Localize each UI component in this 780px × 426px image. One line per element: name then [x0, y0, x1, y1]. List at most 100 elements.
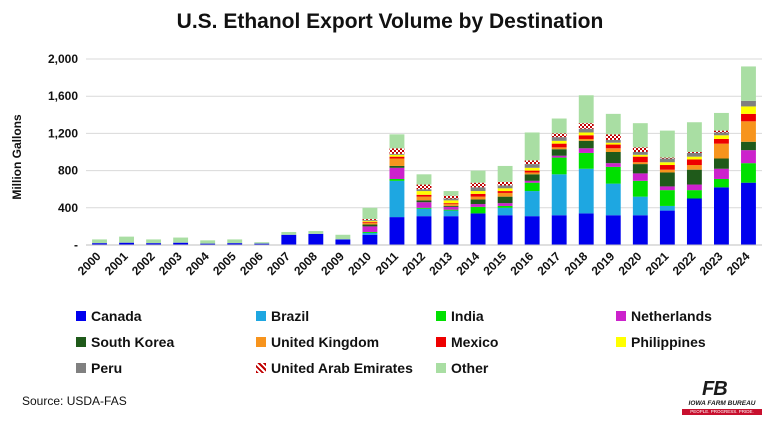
bar-segment: [659, 157, 675, 159]
bar-segment: [524, 172, 540, 175]
bar-segment: [686, 169, 702, 185]
bar-segment: [632, 196, 648, 216]
x-tick-label: 2024: [724, 249, 753, 278]
bar-segment: [632, 164, 648, 174]
bar-segment: [389, 153, 405, 155]
bar-segment: [200, 243, 216, 245]
bar-segment: [443, 210, 459, 217]
x-tick-label: 2010: [345, 249, 374, 278]
bar-segment: [92, 243, 107, 245]
bar-segment: [551, 155, 567, 158]
bar-segment: [524, 180, 540, 183]
bar-segment: [443, 205, 459, 207]
bar-segment: [173, 242, 189, 245]
bar-segment: [659, 162, 675, 166]
bar-segment: [200, 240, 216, 244]
bar-segment: [714, 112, 729, 131]
bar-segment: [335, 234, 351, 240]
x-tick-label: 2011: [373, 249, 402, 278]
bar-segment: [389, 180, 405, 218]
x-tick-label: 2019: [589, 249, 618, 278]
bar-segment: [119, 242, 134, 245]
bar-segment: [632, 152, 648, 155]
bar-segment: [714, 178, 729, 188]
bar-segment: [281, 231, 297, 235]
bar-segment: [389, 156, 405, 159]
bar-segment: [416, 191, 432, 195]
x-tick-label: 2017: [535, 249, 564, 278]
bar-segment: [659, 205, 675, 211]
bar-segment: [443, 203, 459, 205]
bar-segment: [551, 133, 567, 138]
bar-segment: [497, 192, 513, 197]
bar-segment: [281, 234, 297, 245]
bar-segment: [497, 203, 513, 206]
bar-segment: [605, 152, 621, 164]
bar-segment: [632, 123, 648, 148]
bar-segment: [362, 232, 378, 235]
bar-segment: [659, 158, 675, 163]
y-tick-label: 400: [58, 201, 78, 215]
bar-segment: [470, 182, 486, 188]
bar-segment: [497, 181, 513, 186]
bar-segment: [416, 200, 432, 203]
bar-segment: [605, 148, 621, 152]
bar-segment: [551, 147, 567, 150]
bar-segment: [686, 156, 702, 160]
x-tick-label: 2018: [562, 249, 591, 278]
bar-segment: [362, 222, 378, 225]
bar-segment: [497, 188, 513, 192]
bar-segment: [714, 143, 729, 159]
bar-segment: [173, 237, 189, 243]
bar-segment: [714, 138, 729, 144]
bar-segment: [686, 165, 702, 170]
bar-segment: [443, 195, 459, 199]
x-tick-label: 2004: [183, 249, 212, 278]
bar-segment: [146, 239, 162, 244]
bar-segment: [443, 198, 459, 201]
bar-segment: [416, 189, 432, 192]
bar-segment: [551, 118, 567, 134]
bar-segment: [146, 243, 162, 245]
bar-segment: [605, 113, 621, 135]
bar-segment: [308, 231, 324, 234]
bar-segment: [714, 158, 729, 169]
bar-segment: [686, 152, 702, 153]
bar-segment: [416, 202, 432, 208]
bar-segment: [659, 165, 675, 170]
bar-segment: [741, 113, 756, 122]
x-tick-label: 2012: [399, 249, 428, 278]
bar-segment: [632, 147, 648, 152]
bar-segment: [551, 140, 567, 144]
bar-segment: [741, 163, 756, 183]
bar-segment: [362, 224, 378, 227]
bar-segment: [632, 180, 648, 197]
y-tick-label: 1,600: [48, 89, 78, 103]
bar-segment: [227, 243, 243, 245]
bar-segment: [524, 182, 540, 192]
bar-segment: [605, 134, 621, 140]
x-tick-label: 2003: [156, 249, 185, 278]
logo-text: IOWA FARM BUREAU: [688, 400, 756, 407]
bar-segment: [659, 190, 675, 206]
bar-segment: [524, 167, 540, 171]
bar-segment: [497, 196, 513, 204]
bar-segment: [443, 204, 459, 206]
bar-segment: [335, 239, 351, 245]
y-tick-label: -: [74, 238, 78, 252]
bar-segment: [578, 168, 594, 214]
bar-segment: [362, 234, 378, 245]
x-tick-label: 2007: [264, 249, 293, 278]
bar-segment: [362, 221, 378, 223]
bar-segment: [551, 215, 567, 245]
x-tick-label: 2022: [670, 249, 699, 278]
bar-segment: [578, 213, 594, 245]
bar-segment: [254, 243, 270, 245]
bar-segment: [362, 207, 378, 219]
bar-segment: [686, 184, 702, 191]
bar-segment: [362, 231, 378, 233]
bar-segment: [524, 164, 540, 168]
bar-segment: [119, 236, 134, 243]
logo-tagline: PEOPLE. PROGRESS. PRIDE.: [690, 409, 754, 414]
